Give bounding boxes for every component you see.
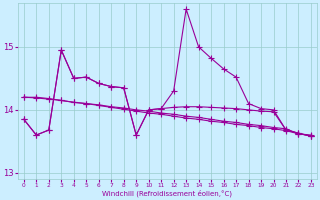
X-axis label: Windchill (Refroidissement éolien,°C): Windchill (Refroidissement éolien,°C) [102, 190, 232, 197]
